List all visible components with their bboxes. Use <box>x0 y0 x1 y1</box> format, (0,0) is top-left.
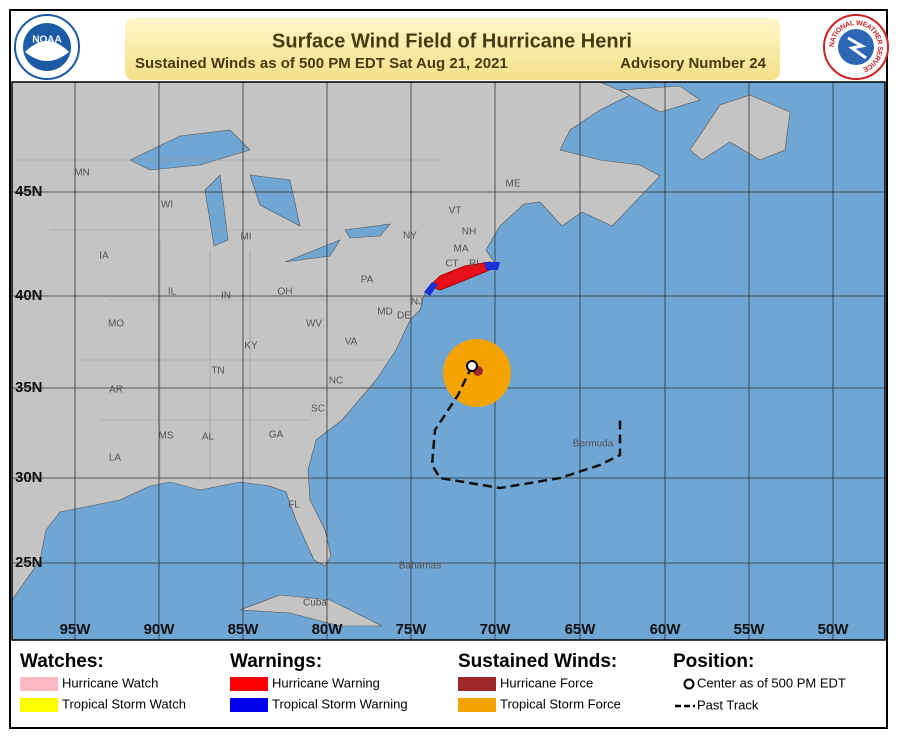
state-label: KY <box>244 341 258 352</box>
lon-label: 65W <box>565 621 597 638</box>
lon-label: 90W <box>144 621 176 638</box>
state-label: MN <box>74 168 90 179</box>
state-label: MS <box>159 431 174 442</box>
state-label: MA <box>454 244 469 255</box>
state-label: MO <box>108 319 124 330</box>
tropical-storm-warning <box>424 262 500 296</box>
subtitle: Sustained Winds as of 500 PM EDT Sat Aug… <box>135 55 508 72</box>
legend-center-symbol <box>683 678 695 690</box>
state-label: GA <box>269 430 284 441</box>
legend-item: Tropical Storm Force <box>500 696 621 711</box>
map-border <box>11 81 886 641</box>
state-label: MD <box>377 307 393 318</box>
legend: Watches: Hurricane Watch Tropical Storm Wa… <box>20 651 846 712</box>
state-label: FL <box>288 500 300 511</box>
lon-label: 60W <box>650 621 682 638</box>
state-label: SC <box>311 404 325 415</box>
state-label: IL <box>168 287 177 298</box>
state-label: NJ <box>411 297 423 308</box>
lon-label: 85W <box>228 621 260 638</box>
legend-swatch <box>20 698 58 712</box>
legend-swatch <box>230 698 268 712</box>
state-label: NH <box>462 227 476 238</box>
map: 95W 90W 85W 80W 75W 70W 65W 60W 55W 50W 45N 40N 35N 3… <box>12 82 885 640</box>
legend-heading: Position: <box>673 651 754 672</box>
state-label: PA <box>361 275 374 286</box>
state-label: NY <box>403 231 417 242</box>
lon-label: 80W <box>312 621 344 638</box>
lat-label: 40N <box>15 287 43 304</box>
state-label: OH <box>278 287 293 298</box>
lon-label: 95W <box>60 621 92 638</box>
lat-label: 35N <box>15 379 43 396</box>
legend-swatch <box>230 677 268 691</box>
state-label: VA <box>345 337 358 348</box>
legend-item: Hurricane Warning <box>272 675 380 690</box>
state-label: AL <box>202 432 215 443</box>
noaa-logo: NOAA <box>14 14 80 80</box>
advisory: Advisory Number 24 <box>620 55 767 72</box>
state-label: NC <box>329 376 343 387</box>
state-label: AR <box>109 385 123 396</box>
legend-heading: Sustained Winds: <box>458 651 617 672</box>
state-label: ME <box>506 179 521 190</box>
storm-center <box>466 360 478 372</box>
state-label: IN <box>221 291 231 302</box>
state-label: LA <box>109 453 122 464</box>
legend-heading: Warnings: <box>230 651 322 672</box>
legend-heading: Watches: <box>20 651 104 672</box>
state-label: RI <box>469 259 479 270</box>
state-label: MI <box>240 232 251 243</box>
lat-label: 45N <box>15 183 43 200</box>
logo-text: NOAA <box>32 35 61 46</box>
legend-item: Tropical Storm Warning <box>272 696 408 711</box>
lon-label: 75W <box>396 621 428 638</box>
legend-item: Tropical Storm Watch <box>62 696 186 711</box>
legend-swatch <box>458 698 496 712</box>
state-label: DE <box>397 311 411 322</box>
lon-label: 70W <box>480 621 512 638</box>
legend-item: Past Track <box>697 697 759 712</box>
lon-label: 55W <box>734 621 766 638</box>
lat-label: 25N <box>15 554 43 571</box>
place-label: Bermuda <box>573 439 614 450</box>
state-label: WI <box>161 200 173 211</box>
legend-swatch <box>458 677 496 691</box>
state-label: CT <box>445 259 458 270</box>
lon-label: 50W <box>818 621 850 638</box>
state-label: WV <box>306 319 322 330</box>
legend-swatch <box>20 677 58 691</box>
state-label: TN <box>211 366 224 377</box>
legend-item: Hurricane Force <box>500 675 593 690</box>
title-box <box>125 18 780 80</box>
past-track <box>430 365 622 490</box>
place-label: Bahamas <box>399 561 441 572</box>
state-label: IA <box>99 251 109 262</box>
place-label: Cuba <box>303 598 327 609</box>
state-label: VT <box>449 206 462 217</box>
legend-item: Hurricane Watch <box>62 675 158 690</box>
title: Surface Wind Field of Hurricane Henri <box>272 30 632 52</box>
legend-item: Center as of 500 PM EDT <box>697 675 846 690</box>
nws-logo: NATIONAL WEATHER SERVICE <box>823 14 889 80</box>
lat-label: 30N <box>15 469 43 486</box>
